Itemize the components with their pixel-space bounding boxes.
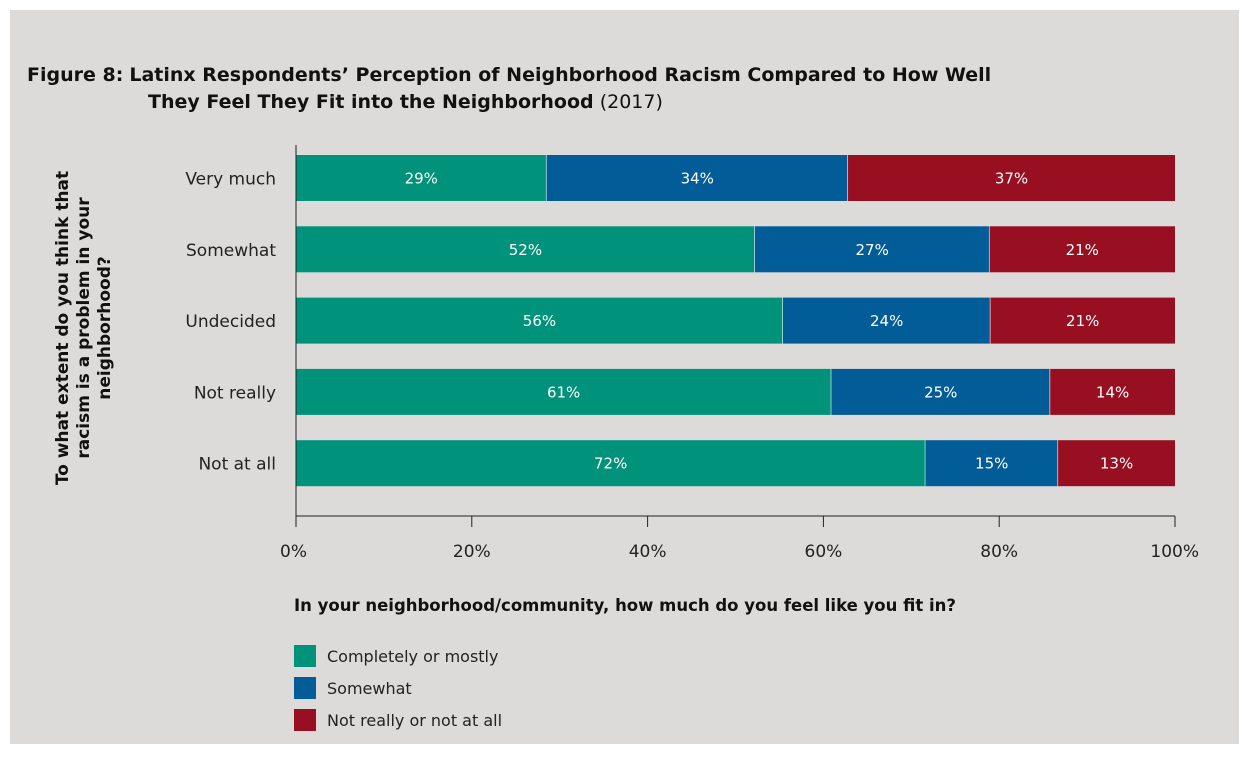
legend-label: Somewhat	[327, 678, 412, 698]
stacked-bar-chart: 29% 34% 37% Very much 52% 27% 21% Somewhat 56% 24…	[185, 145, 1199, 562]
x-tick-label: 80%	[980, 542, 1018, 562]
legend: Completely or mostly Somewhat Not really o…	[294, 645, 502, 741]
bar-segment	[296, 368, 832, 415]
chart-title: Figure 8: Latinx Respondents’ Perception…	[27, 62, 1207, 116]
data-label: 25%	[924, 383, 957, 401]
bar-segment	[848, 155, 1175, 201]
data-label: 27%	[856, 241, 889, 259]
bar-segment	[990, 297, 1175, 344]
legend-label: Completely or mostly	[327, 646, 499, 666]
title-line-2: They Feel They Fit into the Neighborhood	[148, 91, 594, 113]
data-label: 52%	[509, 241, 542, 259]
bar-segment	[989, 226, 1175, 273]
bar-segment	[546, 155, 849, 201]
title-year: (2017)	[599, 91, 663, 113]
x-tick-label: 40%	[629, 542, 667, 562]
y-tick-label: Very much	[185, 170, 276, 190]
x-tick-label: 0%	[280, 542, 307, 562]
bar-segment	[754, 226, 990, 273]
y-tick-label: Somewhat	[186, 241, 276, 261]
data-label: 37%	[995, 170, 1028, 188]
figure-number: Figure 8:	[27, 64, 124, 86]
legend-swatch	[294, 709, 316, 731]
bar-segment	[296, 440, 926, 487]
data-label: 61%	[547, 383, 580, 401]
data-label: 21%	[1066, 241, 1099, 259]
bar-segment	[296, 226, 755, 273]
data-label: 34%	[681, 170, 714, 188]
y-tick-label: Not really	[194, 383, 276, 403]
data-label: 13%	[1100, 455, 1133, 473]
bar-segment	[925, 440, 1059, 487]
x-tick-label: 100%	[1150, 542, 1199, 562]
legend-item: Not really or not at all	[294, 709, 502, 731]
legend-swatch	[294, 677, 316, 699]
data-label: 15%	[975, 455, 1008, 473]
data-label: 29%	[405, 170, 438, 188]
legend-label: Not really or not at all	[327, 710, 503, 730]
bar-segment	[1050, 368, 1175, 415]
bar-segment	[782, 297, 991, 344]
y-tick-label: Undecided	[185, 312, 276, 332]
data-label: 14%	[1096, 383, 1129, 401]
data-label: 72%	[594, 455, 627, 473]
x-axis-title: In your neighborhood/community, how much…	[294, 596, 956, 615]
x-tick-label: 20%	[453, 542, 491, 562]
data-label: 21%	[1066, 312, 1099, 330]
data-label: 56%	[523, 312, 556, 330]
title-line-1: Latinx Respondents’ Perception of Neighb…	[129, 64, 992, 86]
bar-segment	[831, 368, 1051, 415]
legend-item: Completely or mostly	[294, 645, 502, 667]
bar-segment	[296, 297, 783, 344]
y-tick-label: Not at all	[198, 455, 276, 475]
legend-item: Somewhat	[294, 677, 502, 699]
bar-segment	[296, 155, 547, 201]
data-label: 24%	[870, 312, 903, 330]
x-tick-label: 60%	[805, 542, 843, 562]
legend-swatch	[294, 645, 316, 667]
bar-segment	[1058, 440, 1175, 487]
